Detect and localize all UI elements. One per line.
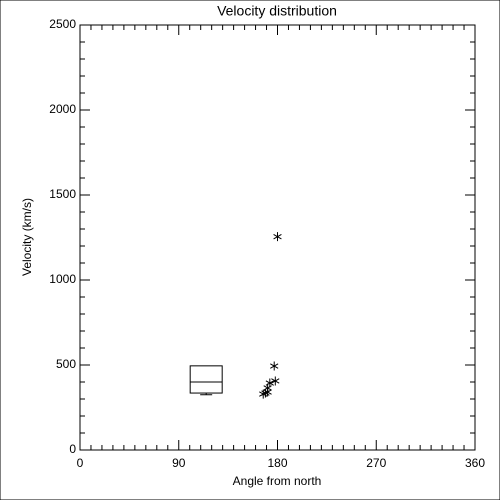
x-tick-label: 360	[465, 456, 485, 470]
y-tick-label: 500	[56, 357, 76, 371]
x-tick-label: 180	[267, 456, 287, 470]
y-tick-label: 0	[69, 442, 76, 456]
x-tick-label: 270	[366, 456, 386, 470]
x-tick-label: 0	[77, 456, 84, 470]
x-axis-label: Angle from north	[233, 474, 322, 488]
box	[189, 365, 223, 394]
asterisk-marker	[271, 376, 280, 386]
y-axis-label: Velocity (km/s)	[20, 198, 34, 276]
asterisk-marker	[270, 361, 279, 371]
y-tick-label: 2500	[49, 17, 76, 31]
x-tick-label: 90	[172, 456, 186, 470]
y-tick-label: 1500	[49, 187, 76, 201]
chart-title: Velocity distribution	[217, 3, 337, 19]
asterisk-marker	[273, 232, 282, 242]
asterisk-marker	[263, 387, 272, 397]
y-tick-label: 1000	[49, 272, 76, 286]
y-tick-label: 2000	[49, 102, 76, 116]
